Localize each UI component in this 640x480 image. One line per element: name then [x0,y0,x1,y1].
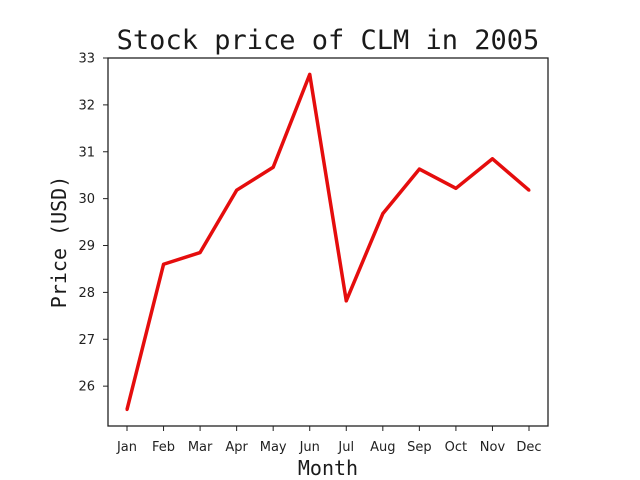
y-tick-label: 29 [78,239,95,254]
data-point-may [271,165,275,169]
data-point-feb [162,262,166,266]
plot-frame [107,57,549,427]
data-point-nov [490,157,494,161]
x-tick-label: Mar [188,440,213,455]
data-point-dec [527,188,531,192]
data-point-jan [125,408,129,412]
y-tick-label: 32 [78,98,95,113]
x-tick-label: Aug [370,440,395,455]
plot-area [125,72,531,412]
data-point-jul [344,299,348,303]
data-point-jun [308,72,312,76]
x-tick-label: Jan [116,440,137,455]
x-tick-label: Dec [516,440,541,455]
x-tick-label: Jun [299,440,320,455]
series-line-0 [125,72,531,411]
y-tick-label: 27 [78,333,95,348]
x-axis-ticks: Jan Feb Mar Apr May Jun Jul Aug Sep Oct Nov Dec [116,426,542,455]
data-point-oct [454,186,458,190]
y-axis-label: Price (USD) [47,176,71,308]
y-axis-ticks: 26 27 28 29 30 31 32 33 [78,52,108,395]
data-point-aug [381,212,385,216]
y-tick-label: 33 [78,52,95,67]
y-tick-label: 31 [78,145,95,160]
x-tick-label: Feb [152,440,175,455]
y-tick-label: 30 [78,192,95,207]
x-tick-label: May [260,440,287,455]
x-tick-label: Oct [445,440,467,455]
x-tick-label: Sep [407,440,432,455]
data-point-apr [235,188,239,192]
x-tick-label: Apr [225,440,248,455]
x-axis-label: Month [298,456,358,480]
x-tick-label: Jul [337,440,354,455]
chart-title: Stock price of CLM in 2005 [117,25,540,56]
data-point-sep [417,167,421,171]
x-tick-label: Nov [480,440,506,455]
data-point-mar [198,251,202,255]
y-tick-label: 28 [78,286,95,301]
y-tick-label: 26 [78,380,95,395]
